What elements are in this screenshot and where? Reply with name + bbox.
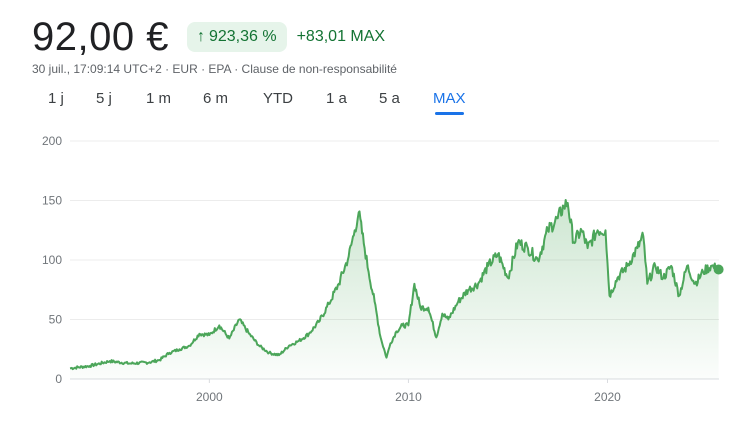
- price-line: [69, 199, 720, 371]
- current-price: 92,00 €: [32, 14, 169, 59]
- y-tick-label: 0: [55, 372, 62, 386]
- range-tab-max[interactable]: MAX: [433, 88, 466, 115]
- change-absolute: +83,01 MAX: [296, 28, 386, 45]
- range-tab-1a[interactable]: 1 a: [326, 90, 347, 107]
- change-percent-badge: ↑ 923,36 %: [186, 22, 287, 52]
- change-percent: 923,36 %: [208, 28, 277, 45]
- arrow-up-icon: ↑: [196, 28, 205, 45]
- y-tick-label: 200: [42, 134, 62, 148]
- y-tick-label: 100: [42, 253, 62, 267]
- range-tab-5j[interactable]: 5 j: [96, 90, 112, 107]
- y-tick-label: 50: [49, 313, 63, 327]
- last-price-marker: [713, 264, 724, 275]
- price-row: 92,00 € ↑ 923,36 % +83,01 MAX: [32, 12, 385, 62]
- x-tick-label: 2020: [594, 390, 621, 404]
- range-tab-ytd[interactable]: YTD: [263, 90, 293, 107]
- range-tab-5a[interactable]: 5 a: [379, 90, 400, 107]
- range-tab-1j[interactable]: 1 j: [48, 90, 64, 107]
- quote-meta: 30 juil., 17:09:14 UTC+2 · EUR · EPA · C…: [32, 62, 397, 76]
- range-tab-6m[interactable]: 6 m: [203, 90, 229, 107]
- range-tab-1m[interactable]: 1 m: [146, 90, 172, 107]
- x-tick-label: 2010: [395, 390, 422, 404]
- x-tick-label: 2000: [196, 390, 223, 404]
- y-tick-label: 150: [42, 194, 62, 208]
